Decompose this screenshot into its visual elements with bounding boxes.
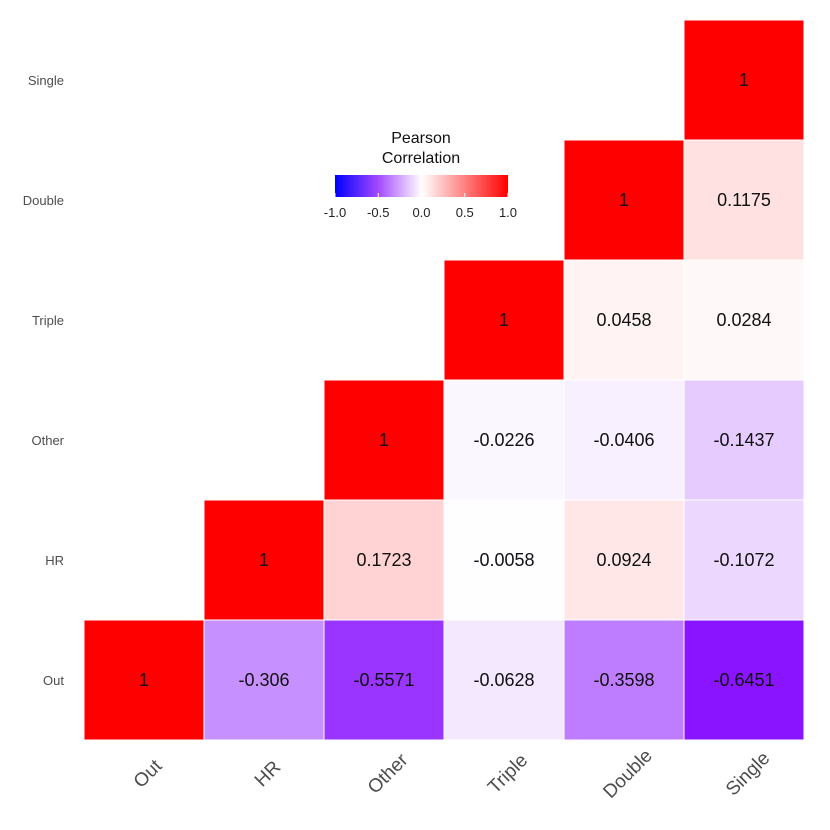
cell-value-label: 0.1723 xyxy=(356,550,411,570)
heatmap-cell-hr-triple xyxy=(443,499,565,621)
x-tick-label-single: Single xyxy=(722,748,774,800)
y-tick-label-other: Other xyxy=(31,433,64,448)
cell-value-label: -0.0226 xyxy=(473,430,534,450)
cell-value-label: 1 xyxy=(499,310,509,330)
heatmap-cell-hr-other xyxy=(323,499,445,621)
heatmap-cell-out-double xyxy=(563,619,685,741)
heatmap-cell-out-hr xyxy=(203,619,325,741)
legend-tick-label: 0.0 xyxy=(412,205,430,220)
legend-tick-label: 0.5 xyxy=(456,205,474,220)
y-axis-labels: Out HR Other Triple Double Single xyxy=(23,73,65,688)
heatmap-cell-double-single xyxy=(683,139,805,261)
heatmap-cell-triple-single xyxy=(683,259,805,381)
legend-title-line2: Correlation xyxy=(382,150,460,167)
legend-ticks: -1.0 -0.5 0.0 0.5 1.0 xyxy=(324,193,517,220)
heatmap-cells: 1 -0.306 -0.5571 -0.0628 -0.3598 -0.6451 1 0.17… xyxy=(83,19,805,741)
cell-value-label: -0.6451 xyxy=(713,670,774,690)
heatmap-cell-other-other xyxy=(323,379,445,501)
cell-value-label: 0.0924 xyxy=(596,550,651,570)
cell-value-label: 1 xyxy=(139,670,149,690)
cell-value-label: 1 xyxy=(619,190,629,210)
heatmap-cell-out-single xyxy=(683,619,805,741)
y-tick-label-triple: Triple xyxy=(32,313,64,328)
cell-value-label: -0.0406 xyxy=(593,430,654,450)
legend-colorbar xyxy=(335,175,508,197)
heatmap-cell-double-double xyxy=(563,139,685,261)
y-tick-label-out: Out xyxy=(43,673,64,688)
x-tick-label-hr: HR xyxy=(251,757,285,791)
color-legend: Pearson Correlation -1.0 -0.5 0.0 0.5 1.0 xyxy=(324,130,517,220)
heatmap-cell-out-triple xyxy=(443,619,565,741)
cell-value-label: -0.306 xyxy=(238,670,289,690)
x-tick-label-out: Out xyxy=(130,755,167,792)
cell-value-label: -0.5571 xyxy=(353,670,414,690)
cell-value-label: 0.1175 xyxy=(717,190,771,210)
cell-value-label: 1 xyxy=(259,550,269,570)
heatmap-cell-other-single xyxy=(683,379,805,501)
cell-value-label: 1 xyxy=(379,430,389,450)
cell-value-label: 0.0458 xyxy=(596,310,651,330)
heatmap-cell-hr-hr xyxy=(203,499,325,621)
cell-value-label: -0.0628 xyxy=(473,670,534,690)
x-tick-label-triple: Triple xyxy=(484,750,532,798)
legend-tick-label: -1.0 xyxy=(324,205,346,220)
heatmap-cell-other-triple xyxy=(443,379,565,501)
y-tick-label-single: Single xyxy=(28,73,64,88)
heatmap-cell-hr-double xyxy=(563,499,685,621)
cell-value-label: 1 xyxy=(739,70,749,90)
legend-tick-label: 1.0 xyxy=(499,205,517,220)
cell-value-label: -0.1437 xyxy=(713,430,774,450)
heatmap-cell-hr-single xyxy=(683,499,805,621)
heatmap-cell-triple-double xyxy=(563,259,685,381)
x-tick-label-other: Other xyxy=(364,749,413,798)
cell-value-label: -0.1072 xyxy=(713,550,774,570)
x-axis-labels: Out HR Other Triple Double Single xyxy=(130,745,774,802)
legend-tick-label: -0.5 xyxy=(367,205,389,220)
cell-value-label: -0.0058 xyxy=(473,550,534,570)
cell-value-label: 0.0284 xyxy=(716,310,771,330)
heatmap-cell-triple-triple xyxy=(443,259,565,381)
legend-title-line1: Pearson xyxy=(391,130,451,147)
y-tick-label-hr: HR xyxy=(45,553,64,568)
y-tick-label-double: Double xyxy=(23,193,64,208)
x-tick-label-double: Double xyxy=(599,745,656,802)
heatmap-cell-single-single xyxy=(683,19,805,141)
heatmap-cell-out-out xyxy=(83,619,205,741)
cell-value-label: -0.3598 xyxy=(593,670,654,690)
